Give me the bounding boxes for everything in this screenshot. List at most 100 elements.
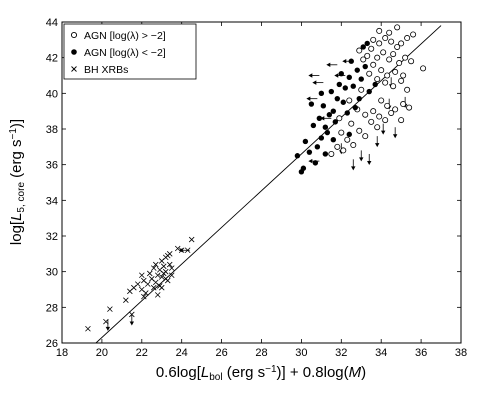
agn-low-lambda-point bbox=[332, 119, 339, 125]
x-tick-label: 38 bbox=[455, 347, 467, 359]
agn-high-lambda-point bbox=[370, 61, 377, 68]
agn-high-lambda-point bbox=[374, 76, 381, 83]
fit-line-segment bbox=[95, 25, 442, 343]
bh-xrb-point bbox=[168, 272, 175, 279]
agn-low-lambda-point bbox=[336, 81, 343, 88]
upper-limit-arrow bbox=[367, 153, 372, 165]
agn-low-lambda-point bbox=[328, 88, 335, 95]
agn-high-lambda-point bbox=[376, 40, 383, 47]
agn-low-lambda-point bbox=[362, 63, 368, 70]
bh-xrb-point bbox=[107, 306, 113, 312]
left-limit-arrow bbox=[326, 62, 338, 67]
agn-high-lambda-point bbox=[392, 68, 399, 75]
agn-high-lambda-point bbox=[362, 111, 369, 118]
legend-box bbox=[63, 23, 197, 80]
bh-xrb-point bbox=[166, 251, 173, 257]
agn-high-lambda-point bbox=[334, 143, 341, 150]
agn-low-lambda-point bbox=[346, 74, 352, 80]
bh-xrb-point bbox=[158, 284, 165, 291]
agn-low-lambda-point bbox=[312, 160, 319, 166]
agn-high-lambda-point bbox=[328, 150, 335, 157]
agn-low-lambda-point bbox=[372, 81, 378, 88]
y-tick-labels: 26 28 30 32 34 36 38 40 42 44 bbox=[46, 17, 58, 350]
bh-xrb-point bbox=[174, 245, 181, 252]
x-tick-label: 30 bbox=[295, 347, 307, 359]
agn-high-lambda-point bbox=[374, 124, 381, 131]
agn-high-lambda-point bbox=[356, 127, 363, 134]
y-tick-label: 32 bbox=[46, 231, 58, 243]
agn-high-lambda-point bbox=[380, 49, 387, 56]
upper-limit-arrow bbox=[375, 136, 380, 148]
bh-xrb-point bbox=[160, 270, 167, 277]
agn-high-lambda-point bbox=[350, 142, 357, 149]
bh-xrb-point bbox=[166, 261, 173, 268]
agn-high-lambda-point bbox=[398, 77, 405, 84]
agn-high-lambda-point bbox=[400, 101, 407, 108]
x-tick-label: 28 bbox=[255, 347, 267, 359]
bh-xrb-point bbox=[141, 293, 147, 300]
agn-low-lambda-point bbox=[326, 112, 333, 118]
y-tick-label: 30 bbox=[46, 267, 58, 279]
bh-xrb-point bbox=[139, 272, 145, 279]
x-tick-label: 22 bbox=[136, 347, 148, 359]
agn-high-lambda-point bbox=[358, 86, 365, 93]
y-tick-label: 28 bbox=[46, 302, 58, 314]
left-limit-arrow bbox=[306, 96, 318, 101]
agn-low-lambda-point bbox=[316, 115, 323, 122]
agn-high-lambda-point bbox=[340, 147, 347, 154]
agn-high-lambda-point bbox=[360, 56, 367, 63]
legend-cross-marker bbox=[71, 66, 77, 72]
agn-high-lambda-point bbox=[388, 109, 395, 116]
bh-xrb-point bbox=[188, 236, 195, 243]
agn-high-lambda-point bbox=[394, 24, 401, 31]
agn-high-lambda-point bbox=[398, 40, 405, 47]
agn-high-lambda-point bbox=[376, 27, 383, 34]
legend-label-bh-xrbs: BH XRBs bbox=[84, 64, 128, 76]
agn-low-lambda-point bbox=[356, 95, 362, 102]
bh-xrb-point bbox=[103, 318, 109, 325]
axis-ticks bbox=[61, 21, 462, 344]
agn-high-lambda-point bbox=[384, 72, 391, 79]
legend-label-agn-high: AGN [log(λ) > −2] bbox=[84, 30, 166, 42]
x-tick-label: 32 bbox=[335, 347, 347, 359]
bh-xrb-point bbox=[160, 263, 167, 270]
agn-high-lambda-point bbox=[404, 86, 411, 93]
agn-high-lambda-point bbox=[386, 56, 393, 63]
bh-xrb-point bbox=[154, 292, 161, 298]
agn-high-lambda-point bbox=[366, 70, 373, 77]
agn-low-lambda-point bbox=[308, 101, 315, 107]
bh-xrb-point bbox=[178, 247, 185, 254]
agn-low-lambda-point bbox=[314, 144, 321, 150]
x-tick-label: 20 bbox=[96, 347, 108, 359]
agn-high-lambda-point bbox=[386, 29, 393, 36]
agn-low-lambda-point bbox=[364, 40, 370, 47]
left-limit-arrow bbox=[320, 116, 332, 121]
agn-high-lambda-point bbox=[336, 115, 343, 122]
agn-low-lambda-point bbox=[306, 149, 313, 155]
legend: AGN [log(λ) > −2] AGN [log(λ) < −2] BH X… bbox=[63, 23, 197, 80]
bh-xrb-point bbox=[168, 265, 175, 271]
data-points bbox=[85, 24, 427, 332]
agn-high-lambda-point bbox=[394, 43, 401, 50]
x-axis-title: 0.6log[Lbol (erg s−1)] + 0.8log(M) bbox=[156, 364, 366, 383]
agn-high-lambda-point bbox=[408, 58, 415, 65]
y-tick-label: 34 bbox=[46, 195, 58, 207]
agn-high-lambda-point bbox=[370, 36, 377, 43]
y-tick-label: 26 bbox=[46, 338, 58, 350]
agn-low-lambda-point bbox=[344, 110, 350, 116]
agn-high-lambda-point bbox=[344, 136, 351, 143]
upper-limit-arrow bbox=[359, 150, 364, 162]
agn-high-lambda-point bbox=[338, 129, 345, 136]
agn-low-lambda-point bbox=[318, 90, 325, 97]
agn-high-lambda-point bbox=[402, 54, 409, 61]
upper-limit-arrow bbox=[380, 123, 386, 135]
agn-high-lambda-point bbox=[396, 60, 403, 67]
agn-low-lambda-point bbox=[358, 76, 364, 82]
y-tick-label: 36 bbox=[46, 160, 58, 172]
agn-low-lambda-point bbox=[324, 129, 331, 136]
x-tick-label: 18 bbox=[56, 347, 68, 359]
agn-low-lambda-point bbox=[294, 153, 301, 159]
agn-low-lambda-point bbox=[340, 99, 346, 105]
bh-xrb-point bbox=[150, 284, 157, 291]
agn-high-lambda-point bbox=[400, 72, 407, 79]
